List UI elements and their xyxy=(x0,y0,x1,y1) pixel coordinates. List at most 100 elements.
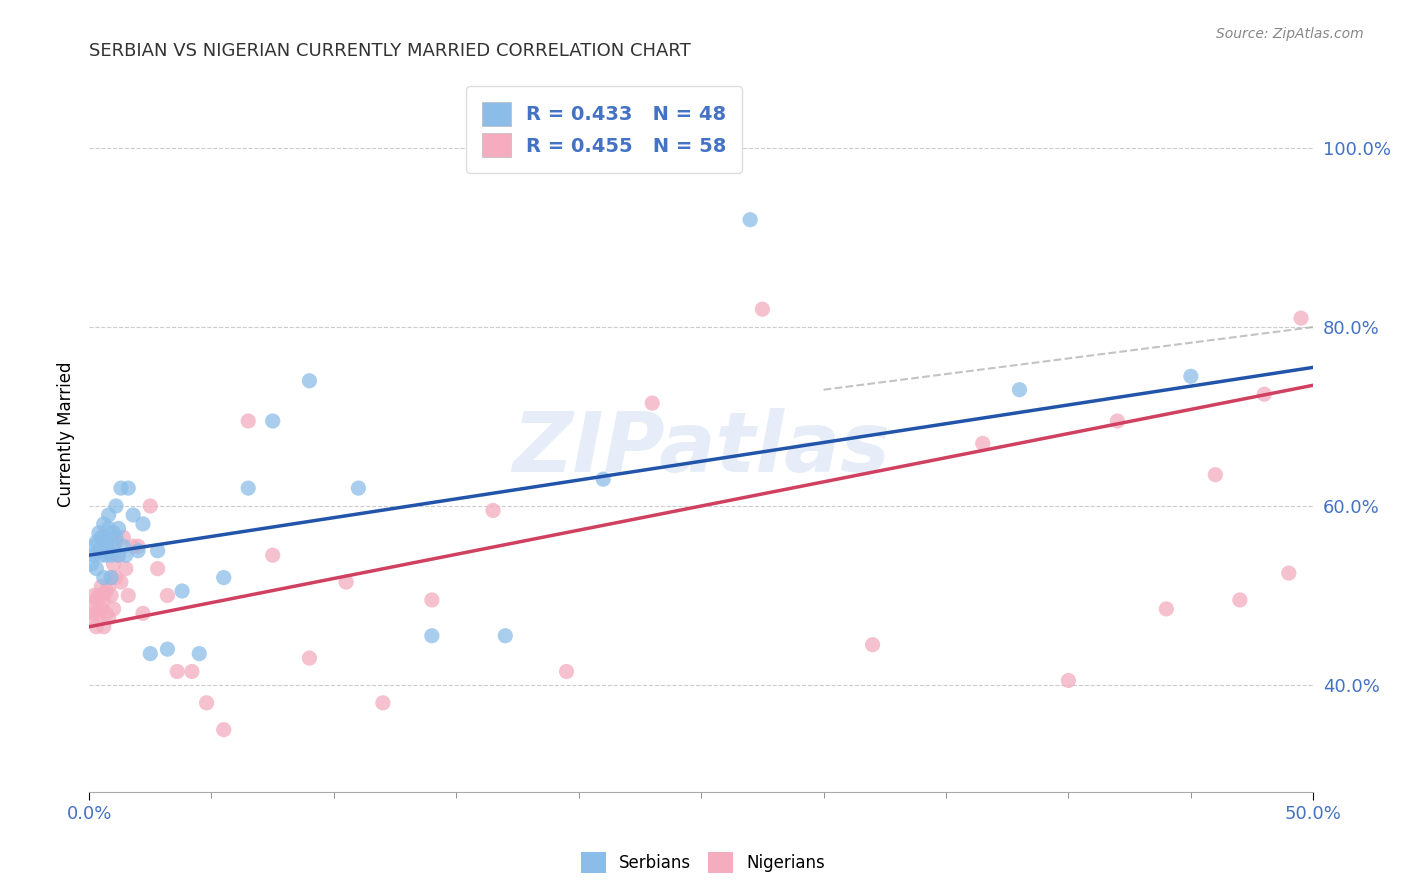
Point xyxy=(146,561,169,575)
Point xyxy=(83,548,105,562)
Point xyxy=(107,548,129,562)
Point xyxy=(80,611,103,625)
Point xyxy=(1180,369,1202,384)
Point xyxy=(420,593,443,607)
Point xyxy=(90,548,112,562)
Point xyxy=(110,481,132,495)
Point xyxy=(188,647,211,661)
Point xyxy=(238,481,260,495)
Point xyxy=(212,571,235,585)
Point xyxy=(1156,602,1178,616)
Point xyxy=(127,543,149,558)
Point xyxy=(262,414,284,428)
Point xyxy=(86,620,108,634)
Point xyxy=(371,696,394,710)
Point xyxy=(1008,383,1031,397)
Point xyxy=(132,607,155,621)
Point xyxy=(93,620,115,634)
Point xyxy=(86,534,108,549)
Point xyxy=(262,548,284,562)
Point xyxy=(482,503,505,517)
Point xyxy=(96,584,118,599)
Point xyxy=(298,374,321,388)
Point xyxy=(112,530,135,544)
Point xyxy=(132,516,155,531)
Point xyxy=(117,589,139,603)
Point xyxy=(592,472,614,486)
Point xyxy=(105,499,128,513)
Point xyxy=(103,557,125,571)
Point xyxy=(420,629,443,643)
Point xyxy=(156,642,179,657)
Point xyxy=(100,548,122,562)
Point xyxy=(298,651,321,665)
Point xyxy=(107,521,129,535)
Point xyxy=(105,534,128,549)
Point xyxy=(103,525,125,540)
Point xyxy=(97,580,120,594)
Point xyxy=(1204,467,1226,482)
Point xyxy=(1229,593,1251,607)
Point xyxy=(87,589,110,603)
Point xyxy=(180,665,202,679)
Point xyxy=(103,602,125,616)
Point xyxy=(347,481,370,495)
Legend: R = 0.433   N = 48, R = 0.455   N = 58: R = 0.433 N = 48, R = 0.455 N = 58 xyxy=(465,87,742,173)
Point xyxy=(972,436,994,450)
Point xyxy=(862,638,884,652)
Legend: Serbians, Nigerians: Serbians, Nigerians xyxy=(574,846,832,880)
Point xyxy=(93,571,115,585)
Point xyxy=(80,598,103,612)
Point xyxy=(156,589,179,603)
Text: SERBIAN VS NIGERIAN CURRENTLY MARRIED CORRELATION CHART: SERBIAN VS NIGERIAN CURRENTLY MARRIED CO… xyxy=(89,42,690,60)
Point xyxy=(90,589,112,603)
Point xyxy=(93,516,115,531)
Point xyxy=(97,543,120,558)
Point xyxy=(1057,673,1080,688)
Point xyxy=(1253,387,1275,401)
Point xyxy=(114,548,136,562)
Point xyxy=(87,607,110,621)
Point xyxy=(93,593,115,607)
Point xyxy=(555,665,578,679)
Point xyxy=(238,414,260,428)
Point xyxy=(117,481,139,495)
Point xyxy=(494,629,516,643)
Point xyxy=(212,723,235,737)
Point xyxy=(83,539,105,553)
Point xyxy=(195,696,218,710)
Point xyxy=(83,607,105,621)
Point xyxy=(103,539,125,553)
Point xyxy=(122,539,145,553)
Point xyxy=(100,571,122,585)
Point xyxy=(1107,414,1129,428)
Point xyxy=(112,539,135,553)
Point xyxy=(87,525,110,540)
Point xyxy=(100,571,122,585)
Point xyxy=(105,571,128,585)
Text: ZIPatlas: ZIPatlas xyxy=(512,409,890,489)
Y-axis label: Currently Married: Currently Married xyxy=(58,361,75,508)
Point xyxy=(751,302,773,317)
Point xyxy=(90,530,112,544)
Point xyxy=(86,593,108,607)
Point xyxy=(122,508,145,522)
Point xyxy=(96,548,118,562)
Point xyxy=(87,543,110,558)
Text: Source: ZipAtlas.com: Source: ZipAtlas.com xyxy=(1216,27,1364,41)
Point xyxy=(139,647,162,661)
Point xyxy=(93,530,115,544)
Point xyxy=(172,584,194,599)
Point xyxy=(1289,311,1312,326)
Point xyxy=(83,589,105,603)
Point xyxy=(96,534,118,549)
Point xyxy=(96,607,118,621)
Point xyxy=(107,548,129,562)
Point xyxy=(114,561,136,575)
Point xyxy=(86,561,108,575)
Point xyxy=(166,665,188,679)
Point xyxy=(139,499,162,513)
Point xyxy=(146,543,169,558)
Point xyxy=(100,589,122,603)
Point xyxy=(1278,566,1301,580)
